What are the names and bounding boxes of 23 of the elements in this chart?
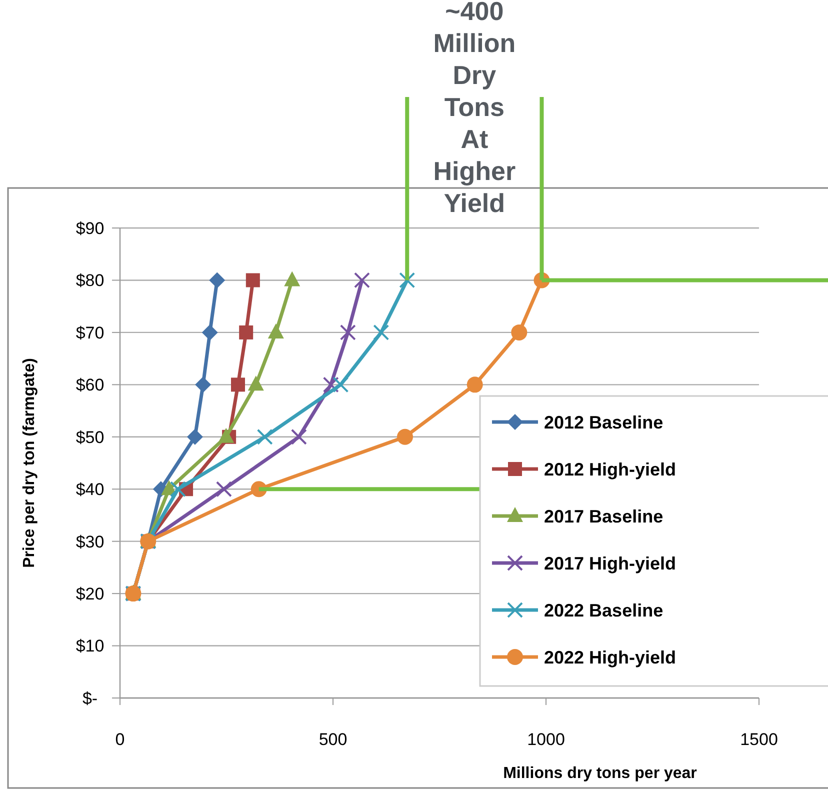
y-axis-title: Price per dry ton (farmgate) (21, 358, 38, 568)
x-axis-title: Millions dry tons per year (503, 765, 697, 782)
y-tick-label: $10 (76, 636, 104, 656)
y-tick-label: $- (82, 688, 98, 708)
y-tick-label: $70 (76, 323, 104, 342)
legend-label: 2012 Baseline (544, 412, 664, 432)
y-tick-label: $40 (76, 480, 104, 500)
x-tick-label: 0 (115, 730, 125, 749)
legend-label: 2012 High-yield (544, 459, 676, 480)
x-tick-label: 1500 (740, 730, 778, 749)
y-tick-label: $60 (76, 376, 104, 395)
y-tick-label: $30 (76, 532, 104, 552)
x-tick-label: 500 (318, 730, 348, 749)
legend-label: 2017 Baseline (544, 506, 664, 526)
y-tick-label: $90 (76, 218, 104, 238)
legend-label: 2022 Baseline (544, 600, 664, 620)
y-tick-label: $50 (76, 428, 104, 447)
text: ~400 Million Dry Tons At Higher Yield (433, 0, 516, 218)
y-tick-label: $20 (76, 584, 104, 604)
x-tick-label: 1000 (527, 730, 565, 749)
y-tick-label: $80 (76, 271, 104, 290)
legend-label: 2022 High-yield (544, 647, 676, 668)
legend-label: 2017 High-yield (544, 553, 676, 574)
